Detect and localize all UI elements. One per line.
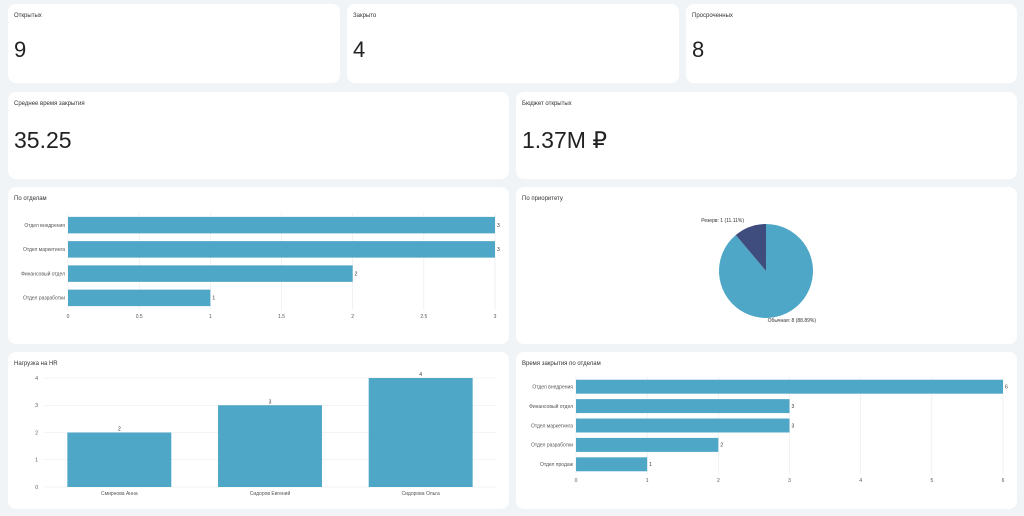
kpi-title: Просроченных <box>692 13 733 19</box>
kpi-title: Бюджет открытых <box>522 101 572 107</box>
kpi-value: 8 <box>692 37 705 62</box>
x-tick-label: 3 <box>494 314 497 320</box>
x-tick-label: 2 <box>351 314 354 320</box>
chart-card-departments: По отделам 0 0.5 1 1.5 2 2.5 3 Отдел внедрения 3… <box>8 187 509 344</box>
bar <box>68 289 211 307</box>
y-tick-label: 2 <box>35 430 38 436</box>
y-tick-label: 3 <box>35 403 38 409</box>
bar <box>68 265 353 282</box>
category-label: Сидоров Евгений <box>250 490 291 497</box>
data-label: 3 <box>269 399 272 405</box>
kpi-card-open: Открытых 9 <box>8 4 340 83</box>
kpi-card-budget: Бюджет открытых 1.37M ₽ <box>516 92 1017 179</box>
x-tick-label: 5 <box>930 478 933 484</box>
kpi-title: Среднее время закрытия <box>14 101 85 107</box>
data-label: 2 <box>355 271 358 277</box>
bar <box>68 241 495 258</box>
kpi-value: 9 <box>14 37 27 62</box>
chart-card-close-time: Время закрытия по отделам 0 1 2 3 4 5 6 Отдел в… <box>516 352 1017 509</box>
data-label: 3 <box>497 223 500 229</box>
kpi-value: 35.25 <box>14 127 72 153</box>
data-label: 4 <box>419 372 422 378</box>
bar <box>576 457 648 472</box>
x-tick-label: 0 <box>575 478 578 484</box>
bar <box>576 379 1003 394</box>
x-tick-label: 1.5 <box>278 314 285 320</box>
data-label: 3 <box>792 404 795 410</box>
bar <box>368 378 473 487</box>
kpi-title: Открытых <box>14 13 42 19</box>
category-label: Финансовый отдел <box>529 403 573 410</box>
close-time-bar-chart: 0 1 2 3 4 5 6 Отдел внедрения 6 Финансовый отдел 3… <box>529 377 1008 484</box>
bar <box>218 405 322 487</box>
category-label: Сидорова Ольга <box>402 491 441 497</box>
departments-bar-chart: 0 0.5 1 1.5 2 2.5 3 Отдел внедрения 3 Отдел марке… <box>21 213 500 320</box>
category-label: Отдел разработки <box>531 443 573 449</box>
chart-title: По приоритету <box>522 196 563 202</box>
chart-title: Нагрузка на HR <box>14 361 58 367</box>
category-label: Отдел разработки <box>23 296 65 302</box>
bar <box>576 399 790 414</box>
x-tick-label: 2 <box>717 478 720 484</box>
category-label: Смирнова Анна <box>101 491 138 497</box>
category-label: Отдел продаж <box>540 462 574 468</box>
kpi-card-avg-close: Среднее время закрытия 35.25 <box>8 92 509 179</box>
x-tick-label: 1 <box>646 478 649 484</box>
x-tick-label: 2.5 <box>420 314 427 320</box>
pie-slice <box>735 224 766 271</box>
data-label: 3 <box>497 247 500 253</box>
category-label: Отдел внедрения <box>24 223 65 229</box>
data-label: 2 <box>720 443 723 449</box>
data-label: 1 <box>212 296 215 302</box>
chart-title: Время закрытия по отделам <box>522 361 601 367</box>
data-label: 3 <box>792 423 795 429</box>
y-tick-label: 4 <box>35 376 38 382</box>
x-tick-label: 0.5 <box>136 314 143 320</box>
kpi-title: Закрыто <box>353 13 377 19</box>
category-label: Отдел маркетинга <box>23 247 65 253</box>
chart-card-priority: По приоритету Обычная: 8 (88.89%) Резерв:… <box>516 187 1017 344</box>
category-label: Отдел маркетинга <box>531 423 573 429</box>
chart-title: По отделам <box>14 196 47 202</box>
pie-label: Обычная: 8 (88.89%) <box>768 318 817 324</box>
data-label: 2 <box>118 427 121 433</box>
category-label: Финансовый отдел <box>21 270 65 277</box>
hr-load-bar-chart: 0 1 2 3 4 Смирнова Анна 2 Сидоров Евгений 3 Сидор… <box>35 372 496 497</box>
data-label: 1 <box>649 462 652 468</box>
y-tick-label: 1 <box>35 458 38 464</box>
bar <box>67 432 172 487</box>
pie-label: Резерв: 1 (11.11%) <box>701 218 744 224</box>
kpi-card-overdue: Просроченных 8 <box>686 4 1017 83</box>
priority-pie-chart: Обычная: 8 (88.89%) Резерв: 1 (11.11%) <box>701 218 817 324</box>
x-tick-label: 1 <box>209 314 212 320</box>
x-tick-label: 3 <box>788 478 791 484</box>
chart-card-hr-load: Нагрузка на HR 0 1 2 3 4 Смирнова Анна 2 Сидоро… <box>8 352 509 509</box>
kpi-value: 4 <box>353 37 366 62</box>
kpi-value: 1.37M ₽ <box>522 127 607 153</box>
kpi-card-closed: Закрыто 4 <box>347 4 679 83</box>
category-label: Отдел внедрения <box>532 385 573 391</box>
x-tick-label: 6 <box>1002 478 1005 484</box>
bar <box>576 418 790 433</box>
data-label: 6 <box>1005 385 1008 391</box>
x-tick-label: 0 <box>67 314 70 320</box>
x-tick-label: 4 <box>859 478 862 484</box>
bar <box>576 437 719 452</box>
y-tick-label: 0 <box>35 485 38 491</box>
bar <box>68 216 495 234</box>
